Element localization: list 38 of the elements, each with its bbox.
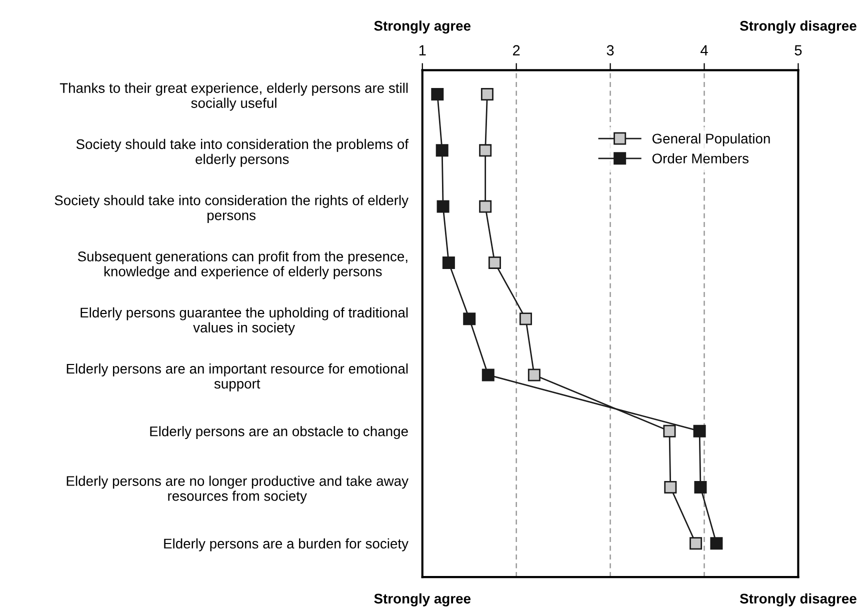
text: Strongly disagree [740,593,856,606]
point [480,88,494,101]
point [436,144,448,157]
text: Strongly disagree [740,20,856,34]
point [519,312,532,326]
x-tick-label: 5 [794,45,802,56]
y-tick-label: Elderly persons are a burden for society [164,538,408,552]
point [663,424,676,438]
point [710,537,723,550]
y-tick-label: Elderly persons are an obstacle to change [150,426,408,440]
text: Strongly agree [374,20,471,34]
point [431,88,444,101]
point [693,424,706,438]
point [479,200,492,213]
x-tick-label: 4 [700,45,708,56]
point [479,144,492,157]
point [436,200,450,213]
point [690,537,702,550]
y-tick-label: Thanks to their great experience, elderly persons are still socially useful [60,82,408,111]
y-tick-label: Society should take into consideration the rights of elderly persons [54,195,408,223]
y-tick-label: Elderly persons are no longer productive and take away resources from society [66,476,408,504]
point [463,312,476,326]
point [664,480,677,494]
point [482,368,494,382]
x-tick-label: 3 [606,45,614,56]
y-tick-label: Elderly persons guarantee the upholding of traditional values in society [80,307,408,336]
x-tick-label: 2 [513,45,520,56]
y-tick-label: Subsequent generations can profit from the presence, knowledge and experience of elderly persons [78,251,408,280]
y-tick-label: Society should take into consideration the problems of elderly persons [76,138,409,167]
point [694,480,707,494]
text: Strongly agree [374,593,471,606]
x-tick-label: 1 [419,45,426,56]
legend-label: Order Members [652,153,749,164]
point [442,256,455,269]
y-tick-label: Elderly persons are an important resource for emotional support [66,363,408,392]
legend-label: General Population [652,133,770,146]
point [488,256,501,269]
point [528,368,540,382]
